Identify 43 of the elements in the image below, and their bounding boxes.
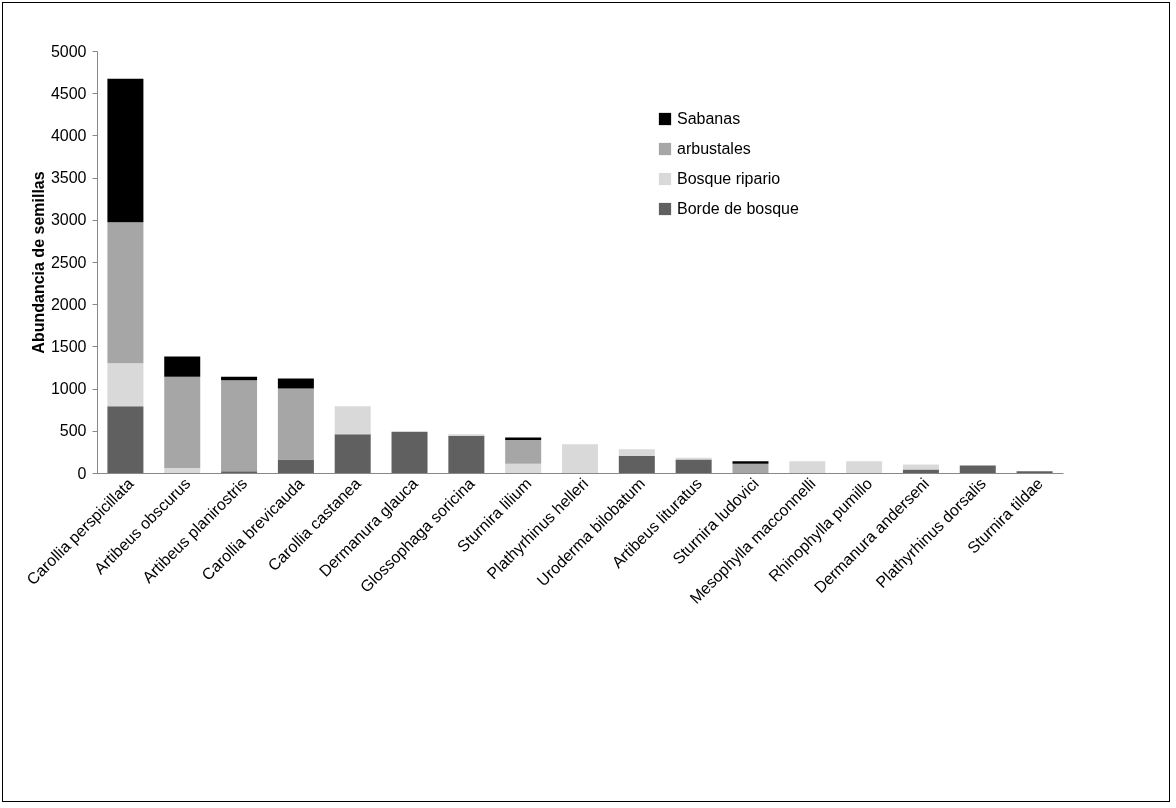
y-tick-label: 3000	[50, 211, 87, 229]
bar	[505, 463, 542, 473]
y-tick-label: 4500	[50, 84, 87, 102]
bar	[107, 363, 144, 407]
y-tick-label: 4000	[50, 126, 87, 144]
bar	[448, 435, 485, 473]
bar	[107, 222, 144, 364]
legend-label: arbustales	[677, 140, 751, 157]
y-tick-label: 2500	[50, 253, 87, 271]
bar	[959, 465, 996, 473]
bar	[277, 388, 314, 460]
bar	[846, 461, 883, 473]
bar	[164, 356, 201, 377]
bar	[391, 431, 428, 473]
legend-label: Sabanas	[677, 110, 741, 127]
bar	[505, 440, 542, 464]
legend-label: Bosque ripario	[677, 170, 781, 187]
bar	[618, 456, 655, 473]
y-tick-label: 3500	[50, 169, 87, 187]
y-tick-label: 1500	[50, 337, 87, 355]
bar	[164, 376, 201, 468]
y-tick-label: 1000	[50, 380, 87, 398]
y-tick-label: 2000	[50, 295, 87, 313]
bar	[107, 78, 144, 223]
bar	[732, 461, 769, 464]
bar	[164, 467, 201, 473]
bar	[334, 406, 371, 435]
y-tick-label: 0	[77, 464, 87, 482]
bar	[221, 380, 258, 472]
bar	[334, 434, 371, 473]
bar	[277, 459, 314, 473]
y-tick-label: 500	[59, 422, 87, 440]
bar	[562, 444, 598, 473]
bar	[618, 449, 655, 457]
bar	[277, 378, 314, 389]
bar	[732, 463, 769, 473]
legend-label: Borde de bosque	[677, 200, 799, 217]
bar	[789, 461, 826, 473]
bar	[675, 459, 712, 473]
bar	[902, 464, 939, 470]
y-tick-label: 5000	[50, 42, 87, 60]
y-axis-title: Abundancia de semillas	[29, 171, 47, 354]
bar	[107, 406, 144, 473]
